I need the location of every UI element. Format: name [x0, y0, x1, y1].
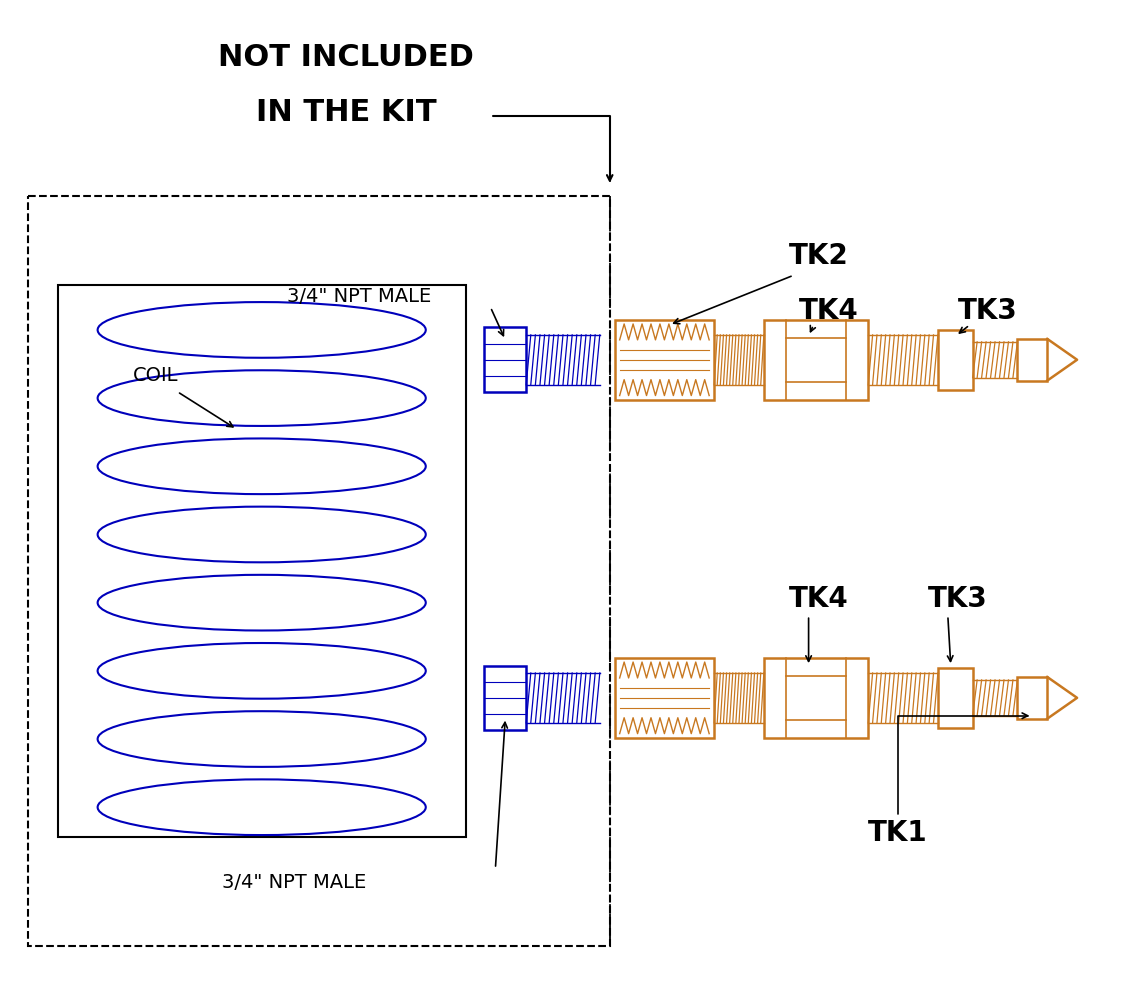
Bar	[938, 330, 973, 390]
Text: IN THE KIT: IN THE KIT	[256, 98, 436, 126]
Text: 3/4" NPT MALE: 3/4" NPT MALE	[222, 873, 367, 891]
Bar	[1018, 677, 1047, 719]
Bar	[763, 659, 869, 738]
Text: TK3: TK3	[928, 585, 988, 612]
FancyBboxPatch shape	[484, 666, 526, 731]
Bar	[938, 669, 973, 728]
Text: COIL: COIL	[132, 366, 178, 385]
Text: TK2: TK2	[789, 243, 849, 270]
Bar	[614, 659, 714, 738]
Text: TK3: TK3	[957, 297, 1018, 324]
Bar	[763, 320, 869, 400]
Text: TK4: TK4	[789, 585, 849, 612]
Bar	[1018, 339, 1047, 382]
Bar	[28, 196, 610, 947]
Text: 3/4" NPT MALE: 3/4" NPT MALE	[287, 286, 430, 306]
Text: NOT INCLUDED: NOT INCLUDED	[219, 43, 474, 72]
Text: TK4: TK4	[798, 297, 859, 324]
FancyBboxPatch shape	[484, 328, 526, 392]
Bar	[614, 320, 714, 400]
Text: TK1: TK1	[869, 818, 928, 846]
Bar	[58, 286, 465, 837]
